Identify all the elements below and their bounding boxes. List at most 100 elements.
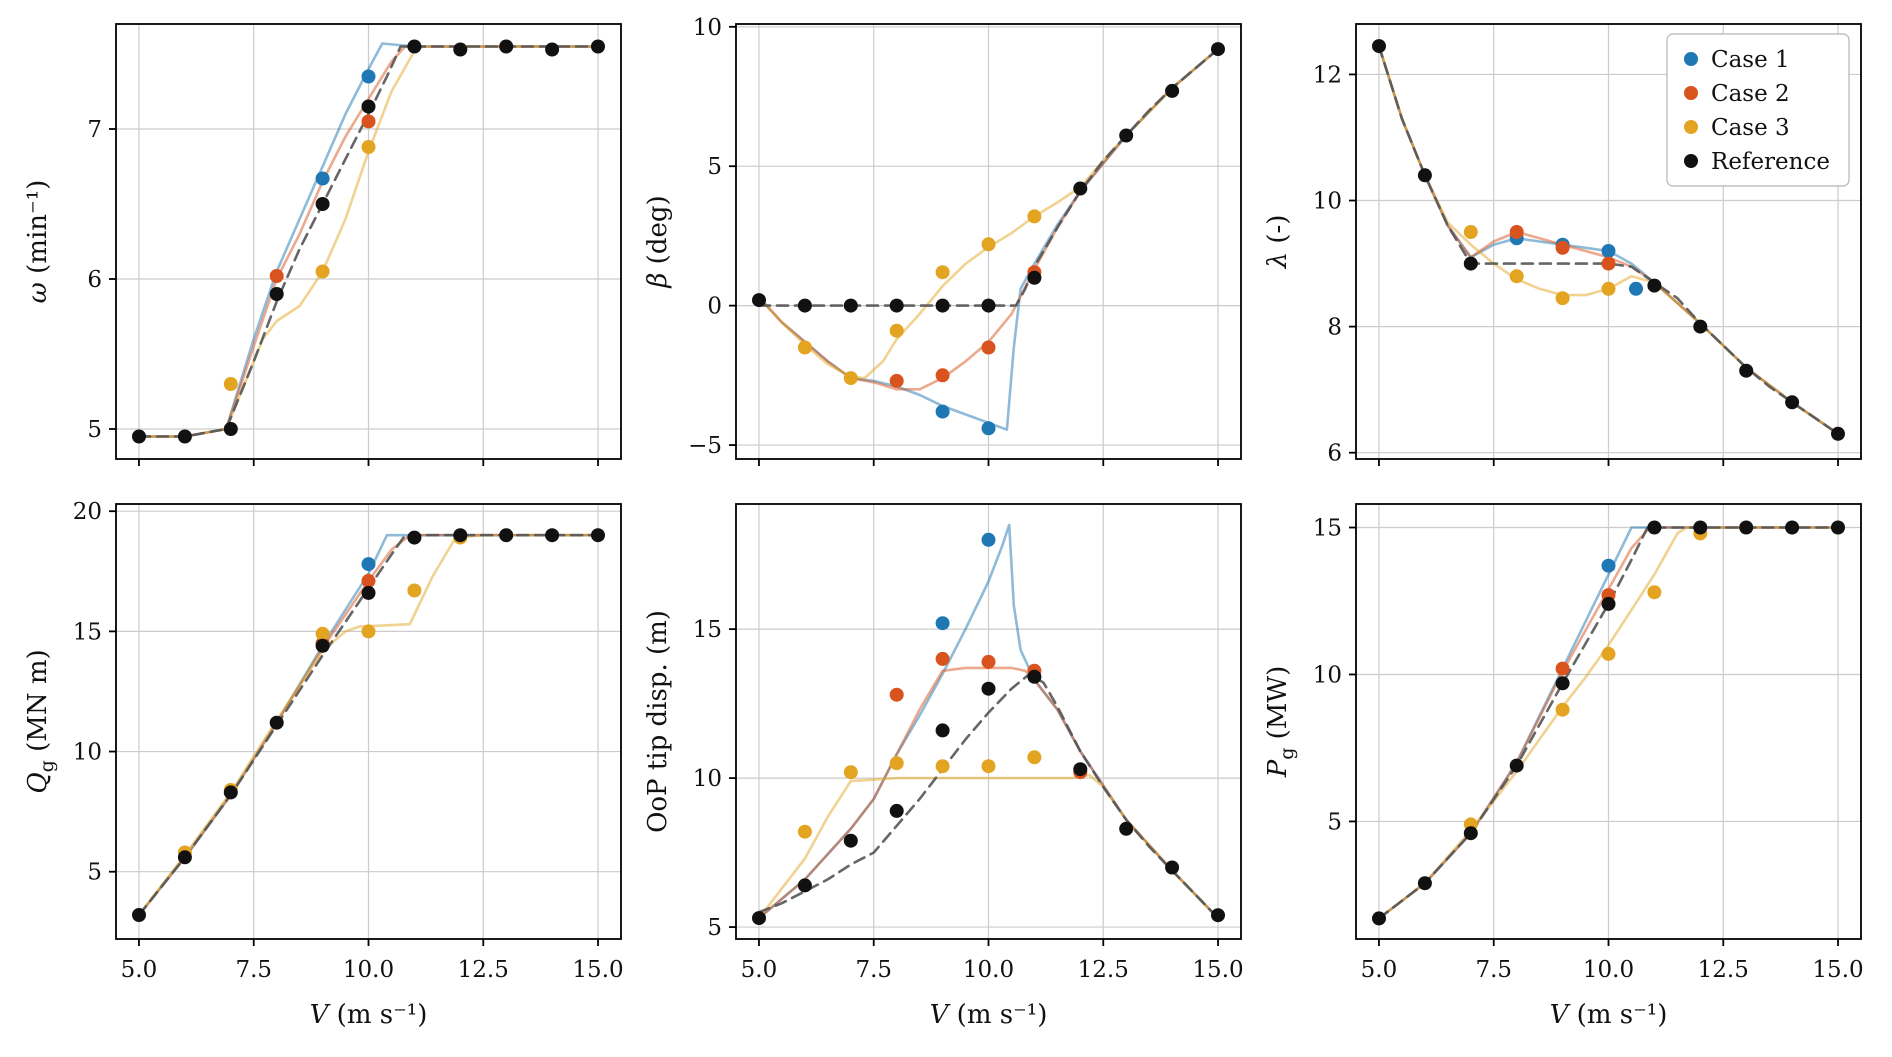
legend-marker-case3: [1684, 120, 1698, 134]
marker-case3: [981, 237, 996, 252]
marker-case1: [315, 171, 330, 186]
marker-case3: [843, 371, 858, 386]
y-tick-label: 10: [73, 740, 102, 766]
marker-reference: [177, 850, 192, 865]
marker-reference: [1372, 911, 1386, 926]
marker-case2: [889, 687, 904, 702]
marker-reference: [545, 528, 560, 543]
y-tick-label: 15: [1313, 516, 1342, 542]
marker-reference: [935, 723, 950, 738]
marker-reference: [1693, 520, 1708, 535]
subplot-power: 5.0 7.5 10.0 12.5 15.0 5 10 15 Pg (MW) V (m s⁻¹): [1256, 492, 1876, 1037]
y-tick-label: 5: [707, 915, 722, 941]
marker-reference: [1165, 860, 1180, 875]
series-line-case3: [757, 773, 1220, 920]
x-tick-label: 12.5: [1698, 957, 1749, 983]
marker-reference: [132, 429, 146, 444]
y-tick-label: 5: [87, 860, 102, 886]
marker-case1: [935, 404, 950, 419]
legend-label: Case 1: [1711, 47, 1790, 73]
series-line-case3: [1377, 526, 1840, 920]
marker-case1: [1601, 558, 1616, 573]
x-tick-label: 5.0: [741, 957, 778, 983]
x-tick-label: 10.0: [343, 957, 394, 983]
marker-case3: [315, 264, 330, 279]
x-tick-label: 7.5: [1475, 957, 1512, 983]
y-tick-label: 8: [1327, 315, 1342, 341]
marker-reference: [1027, 669, 1042, 684]
marker-reference: [1785, 520, 1800, 535]
marker-reference: [752, 293, 766, 308]
marker-reference: [1739, 520, 1754, 535]
y-axis-label: Pg (MW): [1263, 666, 1298, 779]
marker-reference: [981, 681, 996, 696]
marker-reference: [1417, 168, 1432, 183]
chart-oop-tip-disp: 5.0 7.5 10.0 12.5 15.0 5 10 15 OoP tip disp. (m)…: [643, 503, 1244, 1030]
marker-reference: [361, 585, 376, 600]
marker-reference: [797, 298, 812, 313]
marker-reference: [407, 39, 422, 54]
y-tick-label: 5: [707, 154, 722, 180]
subplot-lambda: 6 8 10 12 λ (-) Case 1 Case 2 Case 3 Reference: [1256, 12, 1876, 472]
y-axis-label: ω (min⁻¹): [23, 180, 53, 304]
marker-reference: [1027, 270, 1042, 285]
marker-case2: [981, 340, 996, 355]
marker-case3: [1509, 269, 1524, 284]
marker-reference: [1417, 876, 1432, 891]
y-tick-label: 10: [1313, 189, 1342, 215]
x-tick-label: 10.0: [963, 957, 1014, 983]
marker-case2: [935, 368, 950, 383]
x-axis-label: V (m s⁻¹): [1550, 1000, 1668, 1030]
legend-marker-case2: [1684, 86, 1698, 100]
marker-reference: [315, 638, 330, 653]
marker-reference: [1119, 128, 1134, 143]
marker-reference: [223, 422, 238, 436]
marker-case3: [889, 323, 904, 338]
marker-case1: [361, 69, 376, 84]
marker-case3: [935, 265, 950, 280]
marker-reference: [223, 785, 238, 800]
legend: Case 1 Case 2 Case 3 Reference: [1666, 33, 1850, 187]
marker-reference: [453, 42, 468, 57]
x-tick-label: 15.0: [572, 957, 623, 983]
marker-reference: [1509, 758, 1524, 773]
marker-reference: [269, 287, 284, 301]
marker-reference: [1785, 395, 1800, 410]
marker-reference: [1693, 319, 1708, 334]
marker-reference: [752, 911, 766, 926]
marker-case2: [1555, 240, 1570, 255]
marker-reference: [1647, 278, 1662, 293]
subplot-beta: −5 0 5 10 β (deg): [636, 12, 1256, 472]
marker-case2: [889, 373, 904, 388]
marker-reference: [889, 298, 904, 313]
marker-case2: [1509, 225, 1524, 239]
marker-case3: [361, 140, 376, 154]
y-tick-label: −5: [688, 433, 722, 459]
x-tick-label: 12.5: [458, 957, 509, 983]
chart-omega: 5 6 7 ω (min⁻¹): [23, 23, 622, 466]
x-tick-label: 15.0: [1812, 957, 1863, 983]
legend-marker-case1: [1684, 52, 1698, 66]
y-tick-label: 0: [707, 294, 722, 320]
y-axis-label: OoP tip disp. (m): [643, 610, 673, 833]
marker-case3: [1601, 281, 1616, 296]
y-tick-label: 5: [87, 417, 102, 443]
marker-reference: [132, 908, 146, 922]
marker-reference: [315, 197, 330, 211]
x-axis-label: V (m s⁻¹): [930, 1000, 1048, 1030]
y-tick-label: 15: [693, 617, 722, 643]
marker-case2: [935, 651, 950, 666]
marker-reference: [1211, 908, 1225, 923]
chart-power: 5.0 7.5 10.0 12.5 15.0 5 10 15 Pg (MW) V (m s⁻¹): [1263, 503, 1864, 1030]
marker-reference: [843, 833, 858, 848]
marker-reference: [499, 39, 514, 54]
marker-reference: [1739, 363, 1754, 378]
chart-lambda: 6 8 10 12 λ (-) Case 1 Case 2 Case 3 Reference: [1263, 23, 1862, 467]
marker-case3: [1555, 702, 1570, 717]
y-tick-label: 10: [693, 766, 722, 792]
marker-case3: [981, 759, 996, 774]
legend-box: [1666, 33, 1850, 187]
marker-reference: [499, 528, 514, 543]
marker-case3: [407, 583, 422, 598]
